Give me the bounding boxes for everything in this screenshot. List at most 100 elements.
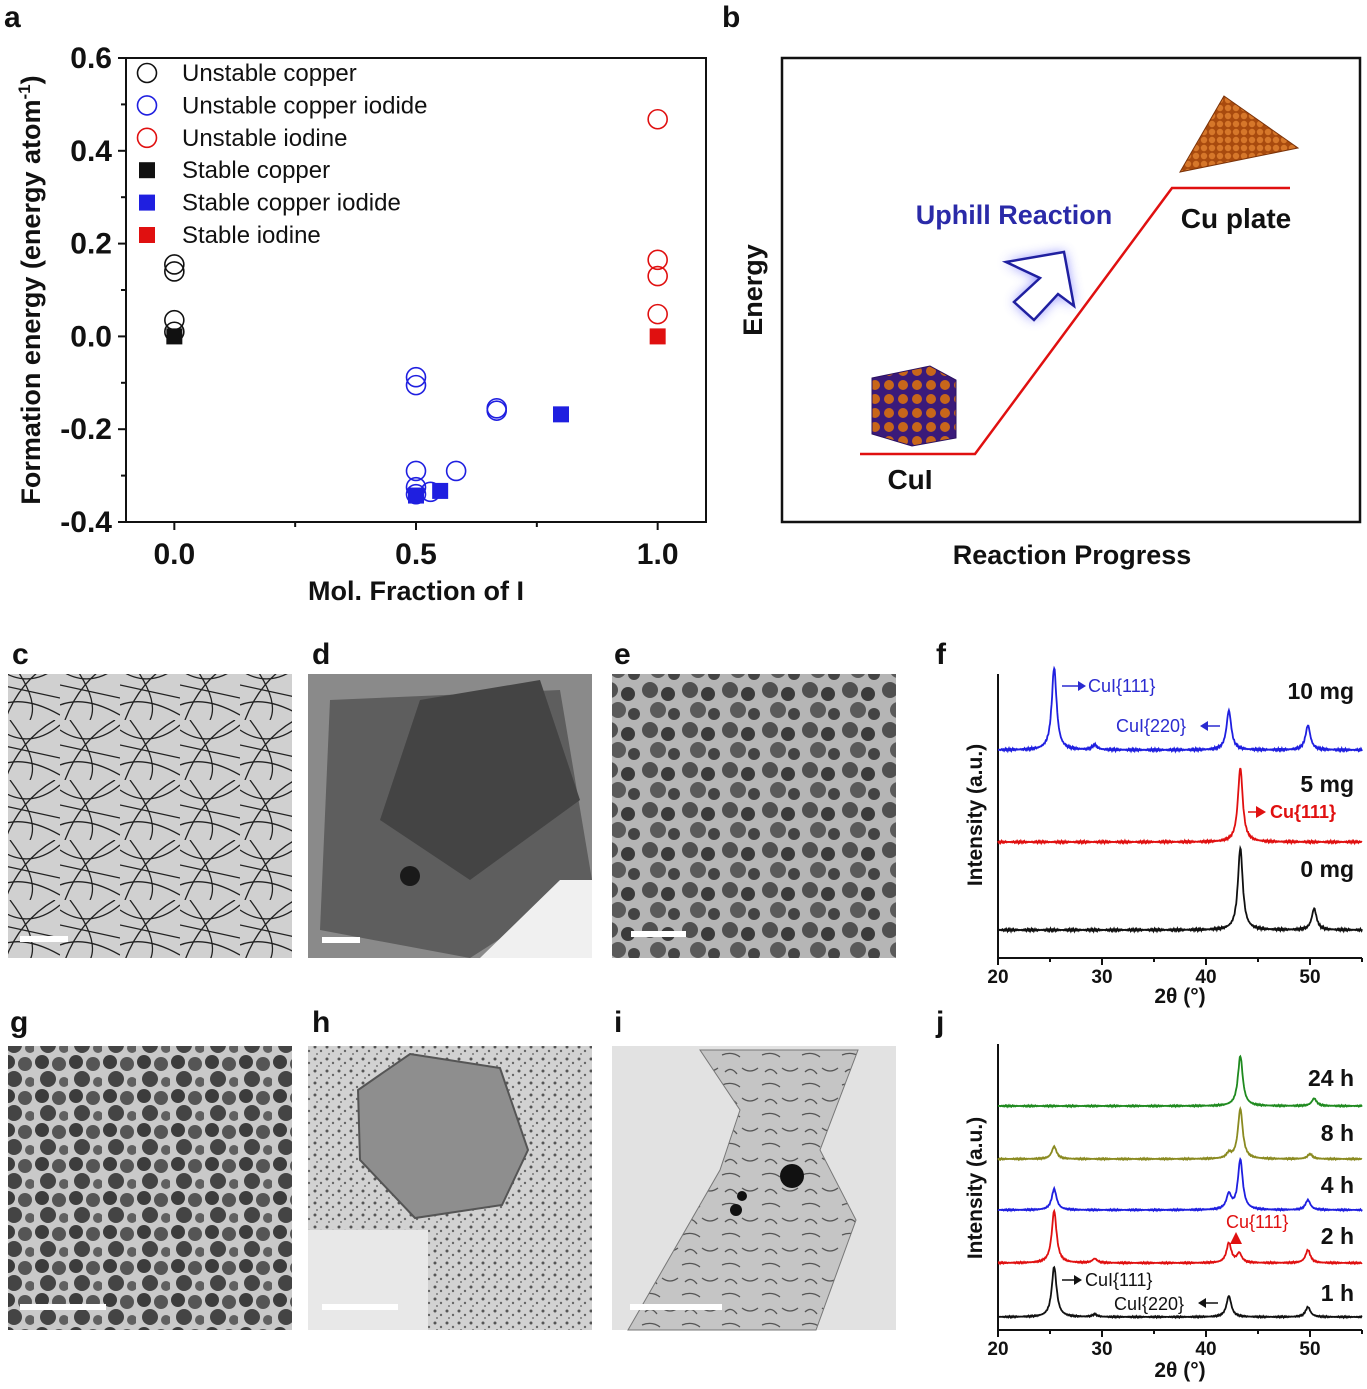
a-ytick-label: -0.2 [60,413,112,446]
tem-image-g [8,1046,292,1330]
a-xtick-label: 1.0 [637,538,679,571]
panel-b-xlabel: Reaction Progress [953,540,1192,570]
a-point-stable [408,487,424,504]
svg-text:Cu{111}: Cu{111} [1270,802,1336,822]
f-annotation-cui220: CuI{220} [1116,716,1220,736]
panel-label-f: f [936,638,947,671]
xrd-xtick-label: 30 [1091,1339,1112,1360]
cui-label: CuI [887,464,932,495]
panel-a-ylabel: Formation energy (energy atom-1) [15,75,46,504]
xrd-series-label: 2 h [1321,1223,1354,1249]
panel-b-frame [780,56,1362,524]
a-ytick-label: 0.2 [70,228,112,261]
a-point-unstable [405,460,427,482]
panel-b-ylabel: Energy [738,244,768,336]
panel-label-j: j [935,1006,944,1039]
a-point-unstable [405,366,427,388]
a-xtick-label: 0.0 [153,538,195,571]
panel-label-b: b [722,1,740,34]
j-annotation-cui220: CuI{220} [1114,1294,1218,1314]
panel-label-g: g [10,1006,28,1039]
xrd-xtick-label: 20 [987,967,1008,988]
xrd-series-label: 10 mg [1288,678,1354,704]
panel-label-c: c [12,638,29,671]
xrd-series-line [997,1208,1363,1266]
xrd-xtick-label: 30 [1091,967,1112,988]
xrd-xtick-label: 40 [1195,967,1216,988]
tem-image-h [308,1046,592,1330]
a-legend-marker [136,62,158,84]
a-point-unstable [405,483,427,505]
svg-text:Cu{111}: Cu{111} [1226,1212,1288,1232]
xrd-series-label: 8 h [1321,1120,1354,1146]
xrd-series-line [997,1105,1363,1162]
panel-label-i: i [614,1006,622,1039]
a-legend-marker [139,162,155,179]
tem-image-c [8,674,292,958]
a-point-unstable [647,249,668,271]
a-point-stable [649,328,666,345]
a-point-unstable [164,261,185,282]
a-point-unstable [486,400,508,421]
xrd-series-label: 0 mg [1300,856,1354,882]
a-ytick-label: 0.4 [70,135,112,168]
scale-bar-c [20,936,68,942]
uphill-arrow-icon [1001,250,1076,322]
energy-path-line [860,186,1290,456]
a-legend-marker [139,194,155,211]
f-annotation-cu111: Cu{111} [1248,802,1336,822]
tem-image-i [612,1046,896,1331]
a-legend-label: Stable copper [182,157,330,184]
xrd-series-label: 5 mg [1300,771,1354,797]
xrd-xtick-label: 50 [1299,1339,1320,1360]
a-point-stable [553,406,569,423]
a-xtick-label: 0.5 [395,538,437,571]
scale-bar-e [631,931,686,937]
a-legend-label: Unstable iodine [182,125,347,152]
a-legend-label: Unstable copper iodide [182,92,428,119]
a-legend-marker [136,95,158,116]
panel-label-d: d [312,638,330,671]
cu-plate-label: Cu plate [1181,203,1291,234]
xrd-series-label: 24 h [1308,1065,1354,1091]
j-annotation-cu111: Cu{111} [1226,1212,1288,1244]
svg-text:CuI{111}: CuI{111} [1085,1270,1152,1290]
panel-label-e: e [614,638,631,671]
xrd-xtick-label: 50 [1299,967,1320,988]
svg-text:CuI{220}: CuI{220} [1114,1294,1184,1314]
scale-bar-i [630,1304,722,1310]
panel-j-xrd: 20 30 40 50 24 h 8 h 4 h 2 h 1 h 2θ (°) Intensi… [964,1044,1363,1382]
a-legend-marker [136,127,158,149]
scale-bar-d [322,937,360,943]
panel-f-ylabel: Intensity (a.u.) [964,744,987,886]
tem-image-e [612,674,896,958]
a-point-unstable [164,309,185,331]
panel-j-xlabel: 2θ (°) [1154,1359,1205,1382]
panel-b-energy-diagram: Uphill Reaction Cu plate CuI Reaction Pr… [738,56,1362,570]
svg-text:CuI{111}: CuI{111} [1088,676,1155,696]
panel-f-xrd: 20 30 40 50 10 mg 5 mg 0 mg 2θ (°) Intensity … [964,665,1363,1008]
xrd-xtick-label: 20 [987,1339,1008,1360]
cu-plate-icon [1179,95,1300,173]
xrd-series-label: 4 h [1321,1172,1354,1198]
j-annotation-cui111: CuI{111} [1062,1270,1152,1290]
panel-a-xlabel: Mol. Fraction of I [308,576,524,606]
f-annotation-cui111: CuI{111} [1062,676,1155,696]
a-point-unstable [647,108,668,130]
panel-j-ylabel: Intensity (a.u.) [964,1117,987,1259]
a-point-stable [432,482,449,499]
a-legend-label: Stable iodine [182,222,321,249]
panel-label-h: h [312,1006,330,1039]
a-ytick-label: 0.0 [70,320,112,353]
a-ytick-label: 0.6 [70,42,112,75]
xrd-series-line [998,665,1363,754]
svg-text:CuI{220}: CuI{220} [1116,716,1186,736]
xrd-series-line [998,1265,1363,1320]
a-point-unstable [405,374,427,396]
xrd-xtick-label: 40 [1195,1339,1216,1360]
a-point-unstable [647,303,668,325]
xrd-series-label: 1 h [1321,1280,1354,1306]
xrd-series-line [997,1156,1363,1213]
panel-label-a: a [4,1,21,34]
